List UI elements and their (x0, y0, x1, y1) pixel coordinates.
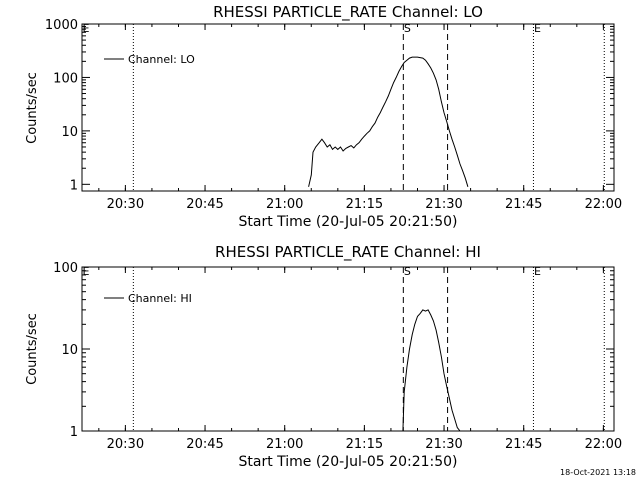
x-axis-label: Start Time (20-Jul-05 20:21:50) (238, 214, 457, 230)
x-tick-label: 21:15 (346, 197, 383, 212)
x-tick-label: 21:30 (425, 197, 462, 212)
y-tick-label: 10 (61, 343, 78, 358)
marker-label: S (404, 22, 411, 35)
legend-label: Channel: LO (128, 53, 195, 66)
marker-label: E (534, 22, 541, 35)
x-tick-label: 20:45 (186, 197, 223, 212)
x-tick-label: 21:00 (266, 437, 303, 452)
x-tick-label: 22:00 (585, 197, 622, 212)
x-tick-label: 21:45 (505, 437, 542, 452)
series-line-hi (402, 309, 461, 432)
marker-label: E (83, 22, 90, 35)
x-axis-label: Start Time (20-Jul-05 20:21:50) (238, 454, 457, 470)
marker-label: E (83, 265, 90, 278)
y-tick-label: 1 (70, 178, 78, 193)
chart-title: RHESSI PARTICLE_RATE Channel: LO (213, 3, 483, 22)
chart-title: RHESSI PARTICLE_RATE Channel: HI (215, 243, 481, 262)
x-tick-label: 21:15 (346, 437, 383, 452)
series-line-lo (308, 56, 469, 187)
y-tick-label: 100 (53, 71, 78, 86)
plot-frame (81, 23, 615, 192)
x-tick-label: 21:30 (425, 437, 462, 452)
panel-lo: RHESSI PARTICLE_RATE Channel: LO 20:30 20… (25, 3, 622, 230)
panel-hi: RHESSI PARTICLE_RATE Channel: HI 20:30 20… (25, 243, 622, 470)
y-tick-label: 1 (70, 425, 78, 440)
y-axis-label: Counts/sec (25, 72, 40, 144)
y-tick-label: 1000 (45, 18, 78, 33)
y-tick-label: 100 (53, 261, 78, 276)
x-tick-label: 20:30 (107, 437, 144, 452)
x-tick-label: 22:00 (585, 437, 622, 452)
y-tick-label: 10 (61, 125, 78, 140)
footer-timestamp: 18-Oct-2021 13:18 (560, 468, 636, 477)
legend-label: Channel: HI (128, 292, 192, 305)
x-tick-label: 20:45 (186, 437, 223, 452)
x-tick-label: 21:45 (505, 197, 542, 212)
marker-label: E (534, 265, 541, 278)
y-axis-label: Counts/sec (25, 313, 40, 385)
x-tick-label: 21:00 (266, 197, 303, 212)
x-tick-label: 20:30 (107, 197, 144, 212)
marker-label: S (404, 265, 411, 278)
